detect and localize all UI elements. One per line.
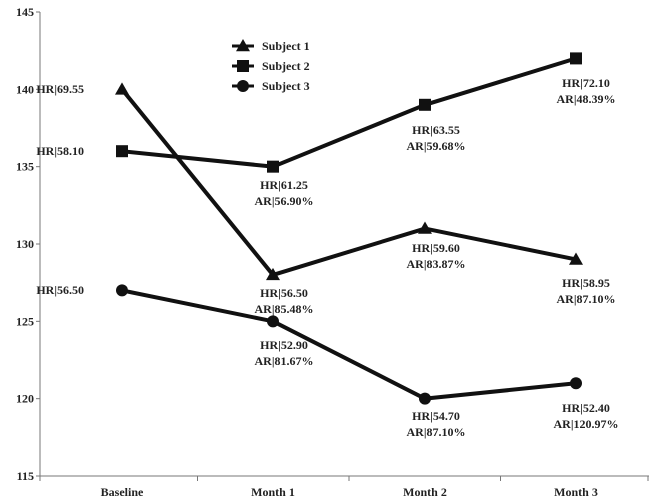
legend: Subject 1 Subject 2 Subject 3 (232, 39, 310, 93)
subject-1-data-label-4-1: HR|58.95 (562, 276, 610, 290)
legend-marker-subject-1 (236, 39, 250, 52)
y-tick-label-120: 120 (16, 392, 34, 406)
subject-2-data-label-3-2: AR|59.68% (407, 139, 466, 153)
x-tick-label-baseline: Baseline (101, 485, 144, 499)
subject-3-point-2 (267, 315, 279, 328)
subject-2-data-label-4-1: HR|72.10 (562, 76, 610, 90)
x-tick-label-month-2: Month 2 (403, 485, 447, 499)
subject-1-point-3 (418, 221, 432, 234)
y-tick-label-135: 135 (16, 160, 34, 174)
subject-2-data-label-3-1: HR|63.55 (412, 123, 460, 137)
subject-3-data-label-1-1: HR|56.50 (36, 283, 84, 297)
subject-1-data-label-3-2: AR|83.87% (407, 257, 466, 271)
legend-marker-subject-2 (237, 60, 249, 72)
subject-3-point-1 (116, 284, 128, 297)
subject-3-point-4 (570, 377, 582, 390)
subject-2-point-1 (116, 145, 128, 158)
subject-3-data-label-4-2: AR|120.97% (554, 417, 619, 431)
legend-label-subject-3: Subject 3 (262, 79, 310, 93)
data-labels: HR|69.55 HR|56.50 AR|85.48% HR|59.60 AR|83.8… (36, 76, 618, 439)
subject-3-data-label-2-1: HR|52.90 (260, 338, 308, 352)
subject-2-point-2 (267, 160, 279, 173)
subject-1-data-label-1-1: HR|69.55 (36, 82, 84, 96)
legend-marker-subject-3 (237, 80, 249, 92)
subject-3-data-label-2-2: AR|81.67% (255, 354, 314, 368)
y-tick-label-130: 130 (16, 237, 34, 251)
subject-3-data-label-4-1: HR|52.40 (562, 401, 610, 415)
y-tick-label-145: 145 (16, 5, 34, 19)
subject-1-data-label-2-2: AR|85.48% (255, 302, 314, 316)
x-tick-label-month-3: Month 3 (554, 485, 598, 499)
subject-2-point-3 (419, 98, 431, 111)
subject-3-data-label-3-2: AR|87.10% (407, 425, 466, 439)
x-tick-label-month-1: Month 1 (251, 485, 295, 499)
subject-3-line (121, 288, 577, 401)
subject-2-data-label-1-1: HR|58.10 (36, 144, 84, 158)
subject-1-line (120, 88, 577, 277)
legend-label-subject-1: Subject 1 (262, 39, 310, 53)
legend-label-subject-2: Subject 2 (262, 59, 310, 73)
subject-1-point-4 (569, 252, 583, 265)
series-markers (115, 52, 583, 405)
subject-1-point-1 (115, 82, 129, 95)
subject-1-data-label-3-1: HR|59.60 (412, 241, 460, 255)
subject-3-data-label-3-1: HR|54.70 (412, 409, 460, 423)
subject-2-point-4 (570, 52, 582, 65)
subject-1-data-label-4-2: AR|87.10% (557, 292, 616, 306)
y-tick-label-125: 125 (16, 314, 34, 328)
y-tick-label-115: 115 (17, 469, 34, 483)
series-lines (120, 56, 577, 401)
subject-2-data-label-2-2: AR|56.90% (255, 194, 314, 208)
subject-2-line (121, 56, 577, 169)
subject-3-point-3 (419, 392, 431, 405)
subject-1-data-label-2-1: HR|56.50 (260, 286, 308, 300)
subject-2-data-label-4-2: AR|48.39% (557, 92, 616, 106)
y-tick-label-140: 140 (16, 82, 34, 96)
chart-axes: 115 120 125 130 135 140 145 Baseline Month 1 Mont… (16, 5, 649, 499)
subject-2-data-label-2-1: HR|61.25 (260, 178, 308, 192)
subject-1-point-2 (266, 267, 280, 281)
